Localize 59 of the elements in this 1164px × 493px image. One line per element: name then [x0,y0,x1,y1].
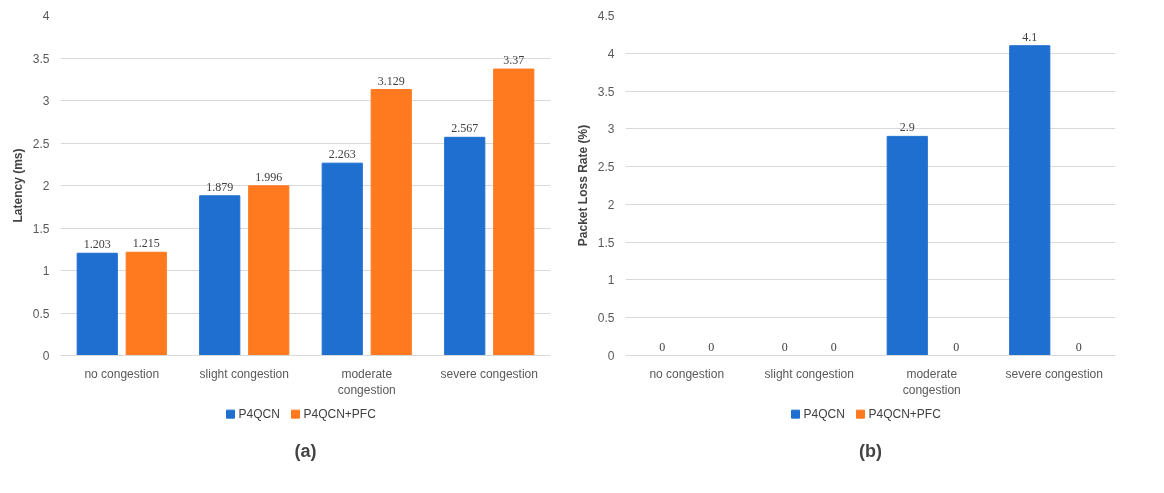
data-label: 3.129 [377,73,405,88]
y-tick-label: 3.5 [597,84,615,99]
x-tick-label: slight congestion [764,366,854,381]
x-tick-label: slight congestion [199,366,289,381]
y-axis-title: Latency (ms) [10,148,25,223]
bar [370,89,412,356]
y-tick-label: 0.5 [597,311,615,326]
x-tick-label: moderate congestion [902,366,961,398]
x-tick-label: severe congestion [440,366,538,381]
legend-label: P4QCN+PFC [303,407,377,422]
bar [493,68,535,356]
y-tick-label: 1 [42,264,50,278]
y-tick-label: 3.5 [32,51,50,66]
y-tick-label: 0.5 [32,306,50,321]
legend-label: P4QCN+PFC [868,407,942,422]
y-tick-label: 2.5 [597,160,615,175]
y-tick-label: 2 [42,179,50,193]
y-tick-label: 1 [607,273,615,288]
data-label: 1.215 [132,236,160,251]
data-label: 0 [830,339,837,354]
y-tick-label: 3 [42,94,50,108]
x-tick-label: moderate congestion [337,366,396,398]
y-tick-label: 1.5 [32,221,50,236]
data-label: 1.996 [255,169,283,184]
y-tick-label: 4 [42,9,50,23]
data-label: 2.567 [451,121,479,136]
legend-label: P4QCN [803,407,845,422]
text: (a) [294,441,317,462]
y-tick-label: 1.5 [597,235,615,250]
bar [444,136,486,356]
data-label: 2.263 [328,147,356,162]
y-tick-label: 4 [607,46,615,61]
y-tick-label: 4.5 [597,9,615,23]
text: (b) [859,441,882,462]
data-label: 1.203 [83,237,111,252]
y-tick-label: 2 [607,197,615,212]
x-tick-label: severe congestion [1005,366,1103,381]
bar [321,162,363,356]
data-label: 0 [953,339,960,354]
data-label: 0 [708,339,715,354]
bar [76,252,118,356]
y-tick-label: 0 [607,349,615,363]
data-label: 0 [781,339,788,354]
y-tick-label: 2.5 [32,136,50,151]
bar [199,195,241,356]
y-axis-title: Packet Loss Rate (%) [575,124,590,247]
data-label: 1.879 [206,179,234,194]
y-tick-label: 3 [607,122,615,137]
x-tick-label: no congestion [84,366,160,381]
data-label: 3.37 [503,53,525,68]
x-tick-label: no congestion [649,366,725,381]
y-tick-label: 0 [42,349,50,363]
bar [248,185,290,356]
legend-label: P4QCN [238,407,280,422]
data-label: 0 [659,339,666,354]
data-label: 2.9 [899,120,915,135]
data-label: 0 [1075,339,1082,354]
bar [125,251,167,356]
data-label: 4.1 [1022,29,1038,44]
